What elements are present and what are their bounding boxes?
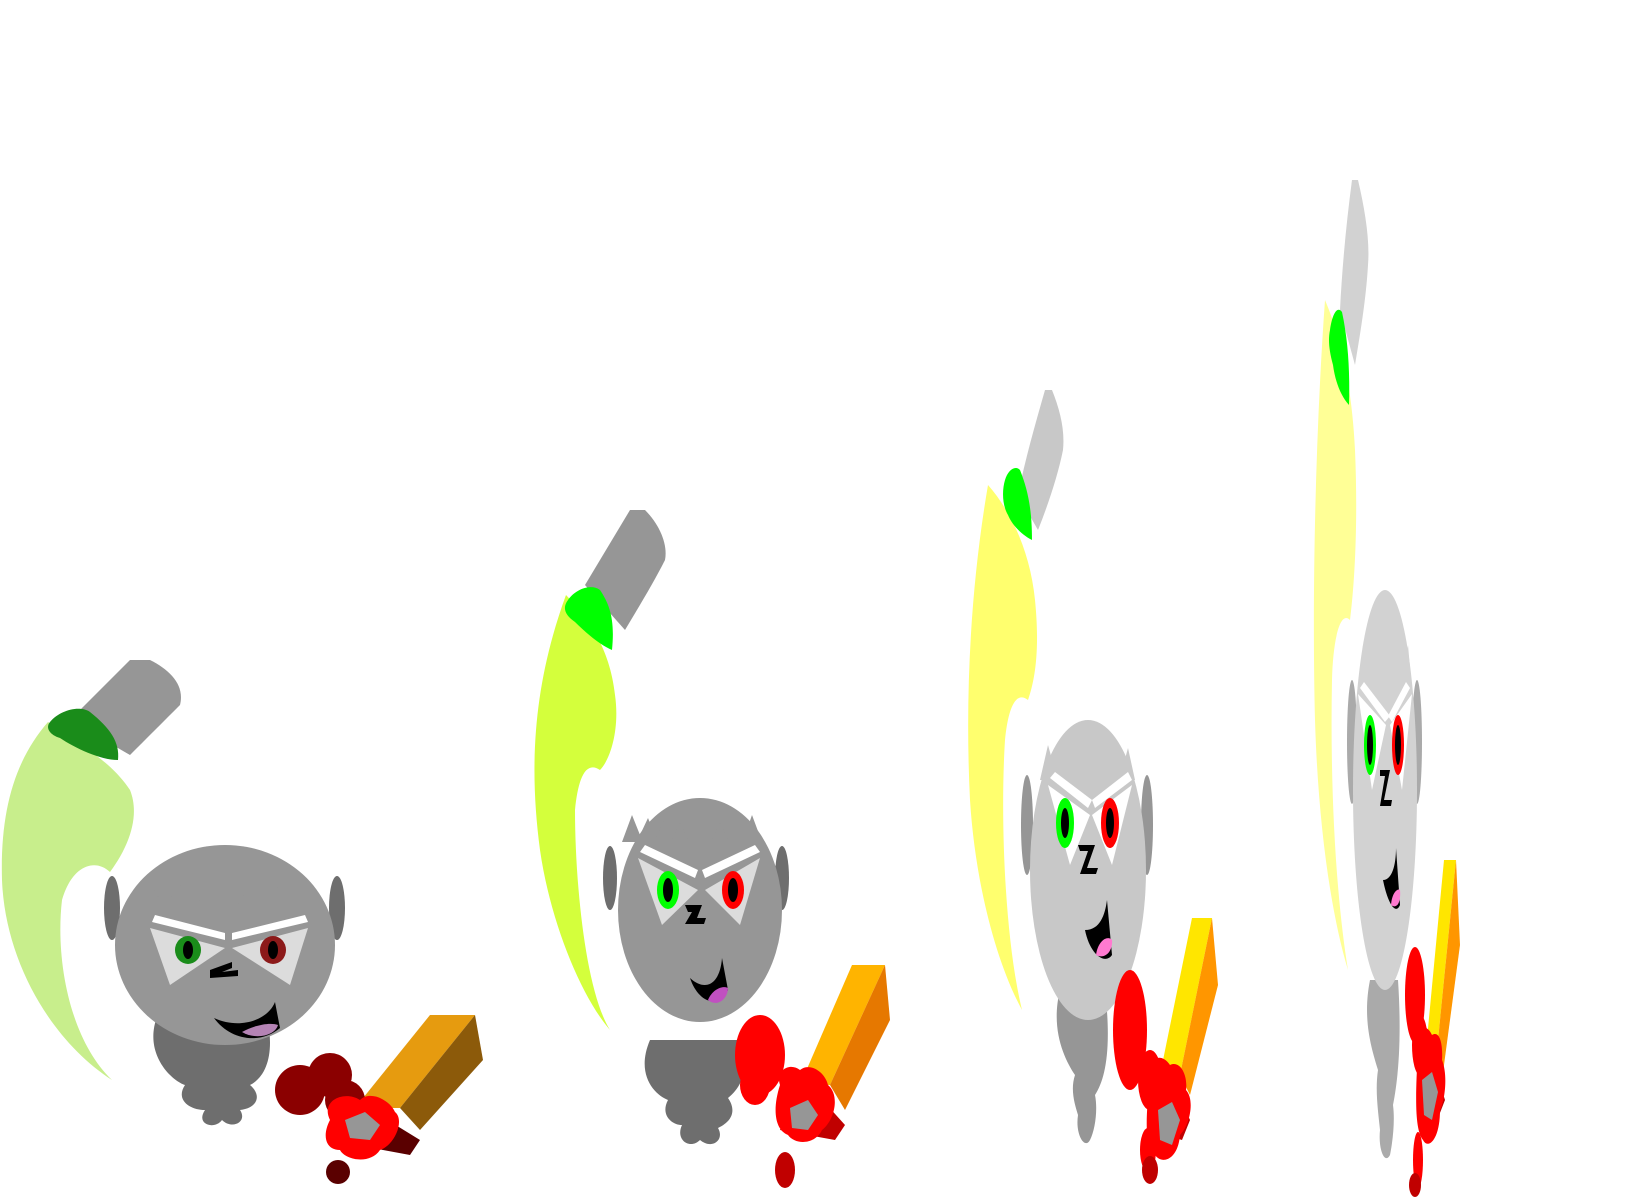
character-frame-4 [1313, 180, 1460, 1197]
eyebrow [702, 845, 760, 878]
sword-edge [1180, 918, 1218, 1095]
ear [104, 876, 120, 940]
sword-pommel [1142, 1156, 1158, 1184]
axe-handle [1018, 390, 1064, 530]
sword-blade [1160, 918, 1212, 1075]
sword-pommel [326, 1160, 350, 1184]
fist-knuckles [790, 1100, 818, 1130]
spiky-hair [1040, 745, 1135, 780]
pupil [728, 878, 738, 902]
eyebrow [1388, 682, 1410, 722]
axe-handle [1340, 180, 1369, 365]
tongue [1096, 938, 1113, 957]
eyebrow [232, 915, 308, 940]
pupil [663, 878, 673, 902]
axe-grip [48, 708, 119, 760]
tongue [242, 1023, 278, 1037]
sword-blade [800, 965, 885, 1085]
nose [1078, 845, 1098, 874]
eyebrow [152, 915, 225, 940]
glove [740, 1065, 770, 1105]
pupil [183, 941, 193, 959]
ear [1021, 775, 1033, 875]
axe-grip [1003, 468, 1032, 540]
nose [685, 905, 706, 924]
sword-blade [355, 1015, 475, 1108]
character-body [1056, 990, 1108, 1144]
spiky-hair [140, 880, 305, 905]
pupil [1106, 808, 1114, 838]
sword-pommel [1409, 1173, 1421, 1197]
character-body [644, 1040, 746, 1145]
pupil [1367, 725, 1373, 765]
axe-blade [534, 595, 617, 1030]
fist-knuckles [345, 1112, 380, 1140]
spiky-hair [622, 815, 762, 842]
ear [329, 876, 345, 940]
sword-pommel [775, 1152, 795, 1188]
character-frame-2 [534, 510, 890, 1188]
axe-grip [1329, 309, 1350, 405]
axe-blade [1, 722, 134, 1080]
fist-knuckles [1158, 1102, 1180, 1145]
pupil [1395, 725, 1401, 765]
tongue [708, 987, 728, 1003]
ear [603, 846, 617, 910]
nose [210, 962, 238, 978]
tongue [1391, 889, 1401, 907]
sword-edge [400, 1015, 483, 1130]
spiky-hair [1360, 645, 1412, 690]
pupil [1061, 808, 1069, 838]
glove [1113, 970, 1147, 1090]
nose [1380, 770, 1392, 806]
eyebrow [1092, 772, 1132, 808]
sword-edge [830, 965, 890, 1110]
eyebrow [1050, 772, 1092, 808]
eyebrow [1360, 682, 1390, 722]
pupil [268, 941, 278, 959]
axe-blade [968, 485, 1038, 1010]
sword-blade [1425, 860, 1456, 1060]
sword-edge [1436, 860, 1460, 1080]
character-body [1367, 980, 1400, 1159]
character-frame-1 [1, 660, 483, 1184]
axe-grip [564, 587, 613, 650]
eyebrow [640, 845, 698, 878]
fist-knuckles [1422, 1072, 1438, 1120]
character-frame-3 [968, 390, 1218, 1184]
axe-blade [1313, 300, 1357, 970]
